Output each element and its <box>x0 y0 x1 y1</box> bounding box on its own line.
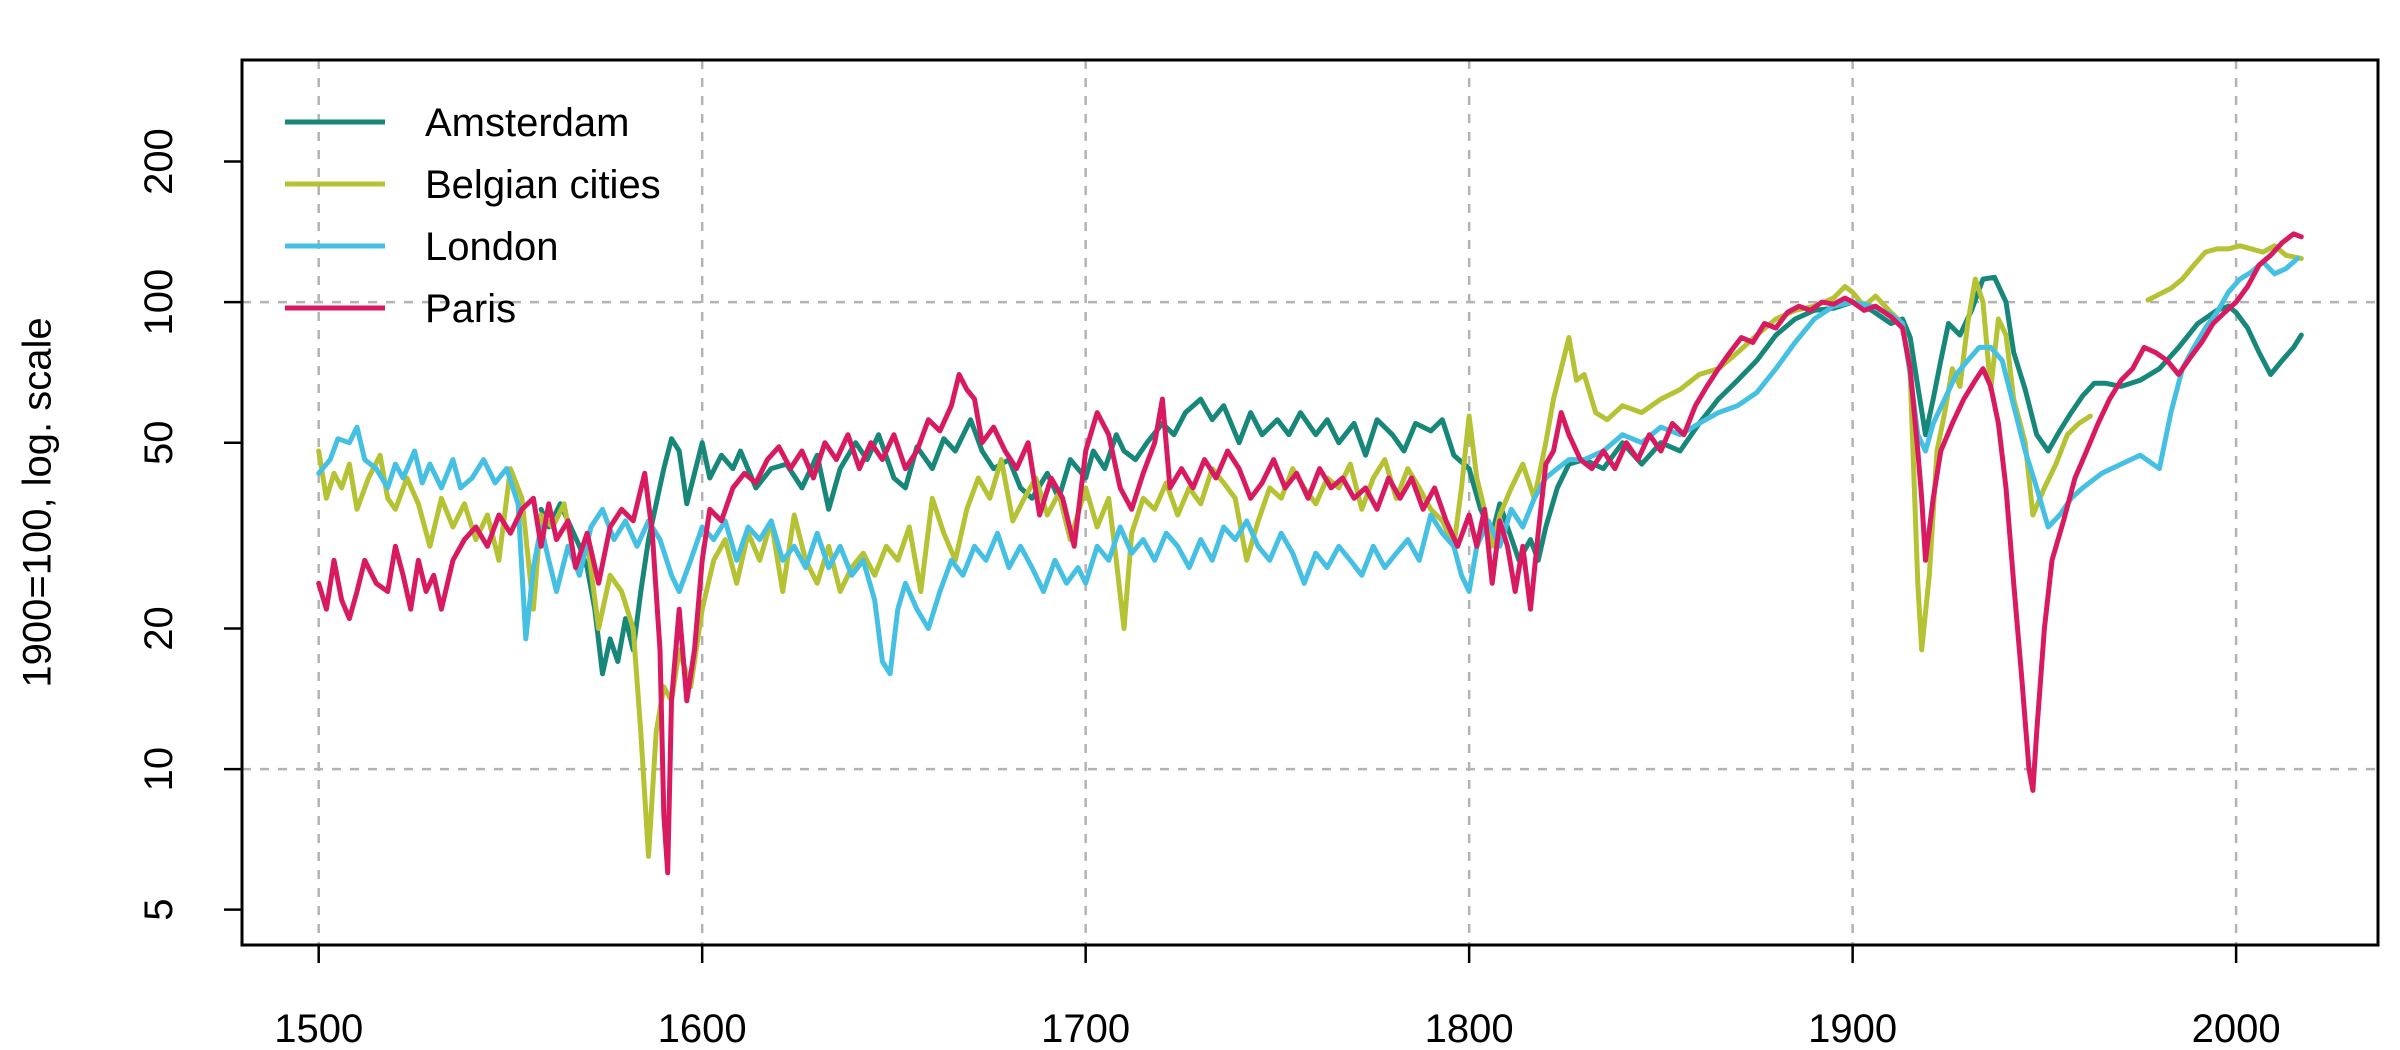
y-tick-label: 100 <box>137 269 181 336</box>
y-tick-label: 200 <box>137 128 181 195</box>
legend-label: Amsterdam <box>425 101 630 145</box>
y-tick-label: 20 <box>137 606 181 651</box>
series-line <box>316 231 2304 876</box>
x-tick-label: 1500 <box>274 1007 363 1050</box>
series-belgian-cities <box>316 243 2304 859</box>
series-line <box>316 243 2304 859</box>
y-tick-label: 50 <box>137 420 181 465</box>
series-paris <box>316 231 2304 876</box>
series-amsterdam <box>538 274 2304 677</box>
legend: Amsterdam Belgian cities London Paris <box>285 101 661 331</box>
legend-item: Belgian cities <box>285 163 661 207</box>
legend-item: Amsterdam <box>285 101 630 145</box>
x-tick-label: 2000 <box>2192 1007 2281 1050</box>
series-layer <box>316 231 2304 876</box>
y-tick-label: 5 <box>137 899 181 921</box>
x-tick-label: 1900 <box>1808 1007 1897 1050</box>
legend-item: Paris <box>285 287 516 331</box>
legend-label: Paris <box>425 287 516 331</box>
x-tick-label: 1700 <box>1041 1007 1130 1050</box>
x-tick-label: 1800 <box>1425 1007 1514 1050</box>
grid-lines <box>242 60 2378 945</box>
x-axis: 1500 1600 1700 1800 1900 2000 <box>274 945 2281 1050</box>
y-tick-label: 10 <box>137 747 181 792</box>
legend-label: London <box>425 225 558 269</box>
legend-label: Belgian cities <box>425 163 661 207</box>
plot-frame <box>240 58 2380 947</box>
x-tick-label: 1600 <box>658 1007 747 1050</box>
legend-item: London <box>285 225 558 269</box>
y-axis-title: 1900=100, log. scale <box>16 317 60 687</box>
y-axis: 5 10 20 50 100 200 <box>137 128 242 921</box>
series-line <box>538 274 2304 677</box>
